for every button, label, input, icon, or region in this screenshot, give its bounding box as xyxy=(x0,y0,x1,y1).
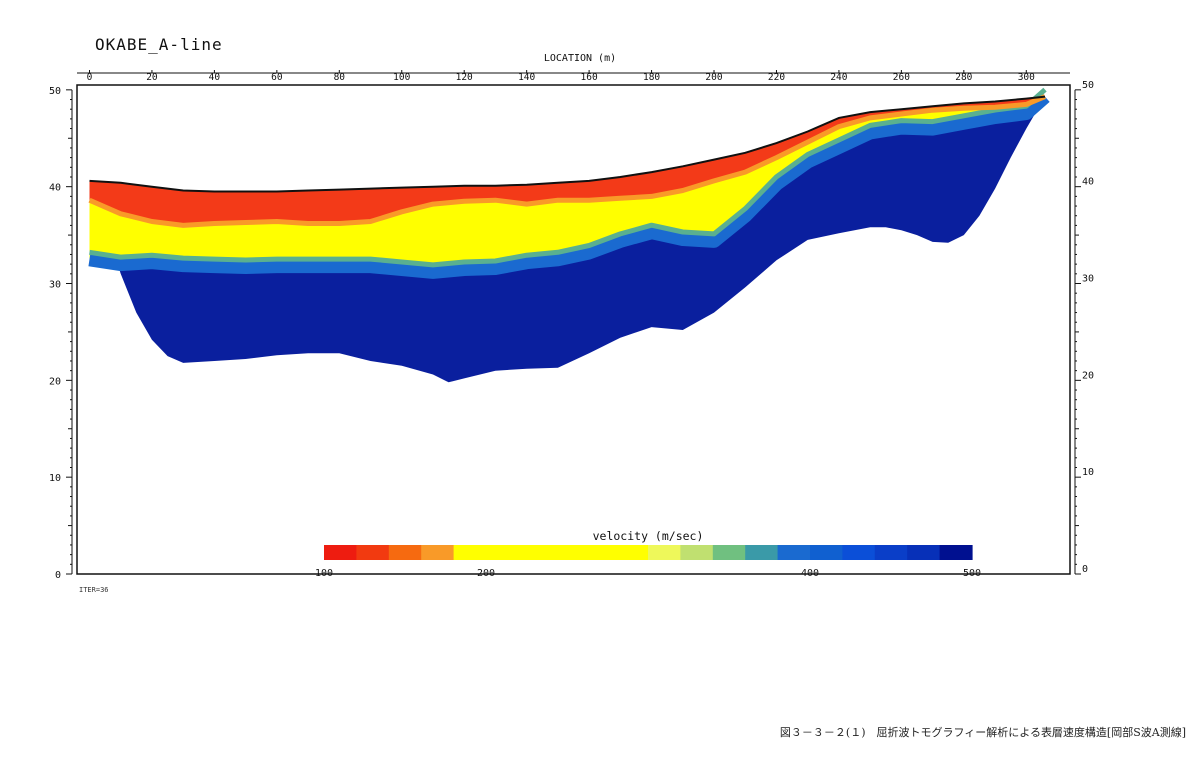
y-tick-label-right: 50 xyxy=(1082,80,1094,91)
colorbar-swatch xyxy=(356,545,390,560)
x-tick-label: 260 xyxy=(893,72,910,83)
x-tick-label: 300 xyxy=(1018,72,1035,83)
colorbar-swatch xyxy=(583,545,617,560)
x-tick-label: 20 xyxy=(146,72,158,83)
plot-title: OKABE_A-line xyxy=(95,35,223,54)
y-tick-label-left: 50 xyxy=(49,86,61,97)
colorbar-tick-label: 400 xyxy=(801,568,819,579)
y-tick-label-left: 10 xyxy=(49,473,61,484)
colorbar-swatch xyxy=(421,545,455,560)
colorbar-swatch xyxy=(745,545,779,560)
colorbar-tick-label: 500 xyxy=(963,568,981,579)
x-tick-label: 80 xyxy=(334,72,346,83)
colorbar-swatch xyxy=(324,545,357,560)
x-tick-label: 60 xyxy=(271,72,283,83)
y-tick-label-left: 20 xyxy=(49,376,61,387)
colorbar-swatch xyxy=(486,545,519,560)
x-axis: 0 20 40 60 80 100 120 140 160 180 200 220 240 260 280 3… xyxy=(77,70,1070,83)
colorbar-swatch xyxy=(680,545,714,560)
x-tick-label: 200 xyxy=(705,72,722,83)
low-velocity-zone xyxy=(89,96,1045,226)
ground-surface-line xyxy=(89,95,1046,193)
velocity-fill-layers xyxy=(88,87,1050,383)
colorbar-swatch xyxy=(712,545,746,560)
low-velocity-transition xyxy=(88,94,1046,228)
y-tick-label-left: 40 xyxy=(49,183,61,194)
x-axis-label: LOCATION (m) xyxy=(544,53,616,64)
y-axis-left: 0 10 20 30 40 50 xyxy=(49,86,73,581)
y-tick-label-right: 10 xyxy=(1082,467,1094,478)
colorbar-swatch xyxy=(777,545,811,560)
colorbar-tick-label: 200 xyxy=(477,568,495,579)
transition-band-green xyxy=(89,87,1047,268)
transition-band-blue xyxy=(88,91,1050,279)
colorbar-swatch xyxy=(874,545,908,560)
x-tick-label: 160 xyxy=(581,72,598,83)
colorbar-swatch xyxy=(453,545,487,560)
x-tick-label: 0 xyxy=(87,72,93,83)
y-tick-label-left: 0 xyxy=(55,570,61,581)
colorbar-swatch xyxy=(615,545,649,560)
x-tick-label: 40 xyxy=(209,72,221,83)
plot-frame xyxy=(76,84,1071,575)
x-tick-label: 240 xyxy=(830,72,847,83)
x-tick-label: 220 xyxy=(768,72,785,83)
colorbar-swatch xyxy=(842,545,876,560)
colorbar-swatch xyxy=(518,545,552,560)
iteration-annotation: ITER=36 xyxy=(79,586,109,594)
y-tick-label-right: 30 xyxy=(1082,274,1094,285)
x-tick-label: 180 xyxy=(643,72,660,83)
y-tick-label-left: 30 xyxy=(49,280,61,291)
velocity-colorbar: velocity (m/sec) 100 200 400 500 xyxy=(315,529,981,579)
x-tick-label: 100 xyxy=(393,72,410,83)
y-tick-label-right: 0 xyxy=(1082,564,1088,575)
y-tick-label-right: 20 xyxy=(1082,370,1094,381)
y-axis-right: 0 10 20 30 40 50 xyxy=(1074,80,1094,575)
colorbar-swatch xyxy=(907,545,941,560)
colorbar-swatch xyxy=(388,545,422,560)
colorbar-swatch xyxy=(648,545,681,560)
figure-caption: 図３－３－２(１) 屈折波トモグラフィー解析による表層速度構造[岡部S波A測線] xyxy=(779,726,1186,739)
y-tick-label-right: 40 xyxy=(1082,177,1094,188)
colorbar-swatch xyxy=(810,545,843,560)
x-tick-label: 140 xyxy=(518,72,535,83)
colorbar-label: velocity (m/sec) xyxy=(593,529,704,543)
x-tick-label: 120 xyxy=(456,72,473,83)
colorbar-tick-label: 100 xyxy=(315,568,333,579)
x-tick-label: 280 xyxy=(955,72,972,83)
colorbar-swatch xyxy=(939,545,973,560)
colorbar-swatch xyxy=(550,545,584,560)
